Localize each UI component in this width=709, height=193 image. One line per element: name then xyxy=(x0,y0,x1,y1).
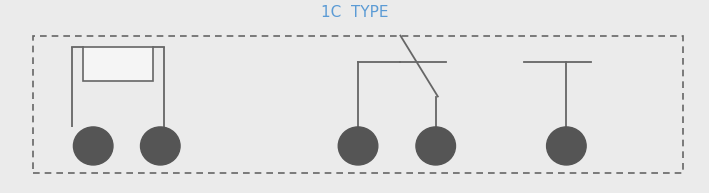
Ellipse shape xyxy=(547,127,586,165)
Ellipse shape xyxy=(140,127,180,165)
Ellipse shape xyxy=(416,127,455,165)
Ellipse shape xyxy=(338,127,378,165)
Text: 1C  TYPE: 1C TYPE xyxy=(320,5,389,20)
Bar xyxy=(83,47,153,81)
Ellipse shape xyxy=(74,127,113,165)
